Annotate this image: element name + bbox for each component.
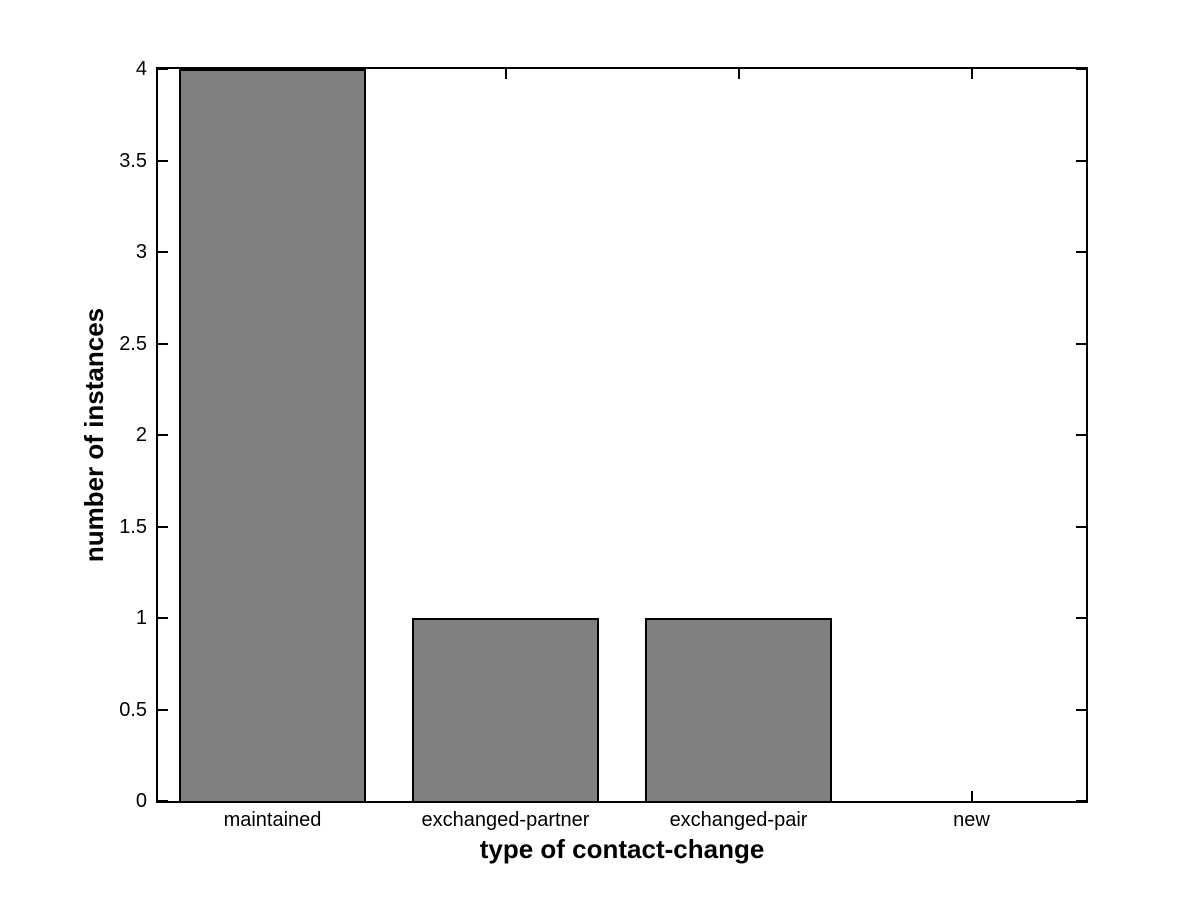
y-tick-right bbox=[1076, 159, 1086, 162]
y-tick-right bbox=[1076, 617, 1086, 619]
y-tick-left bbox=[158, 800, 168, 802]
y-tick-left bbox=[158, 342, 168, 345]
y-tick-label: 4 bbox=[135, 58, 147, 80]
y-tick-right bbox=[1076, 68, 1086, 70]
y-tick-left bbox=[158, 708, 168, 711]
y-tick-right bbox=[1076, 800, 1086, 802]
y-tick-right bbox=[1076, 434, 1086, 436]
y-tick-right bbox=[1076, 342, 1086, 345]
y-tick-left bbox=[158, 159, 168, 162]
y-tick-left bbox=[158, 617, 168, 619]
x-tick-bottom bbox=[970, 791, 973, 801]
y-tick-label: 3 bbox=[135, 241, 147, 263]
x-category-label: new bbox=[953, 809, 990, 831]
y-tick-left bbox=[158, 434, 168, 436]
x-axis-title: type of contact-change bbox=[479, 834, 765, 864]
bar bbox=[645, 618, 832, 801]
y-tick-right bbox=[1076, 251, 1086, 253]
x-category-label: exchanged-partner bbox=[421, 809, 590, 831]
bar bbox=[179, 69, 366, 801]
bar bbox=[412, 618, 599, 801]
x-tick-top bbox=[970, 69, 973, 79]
y-tick-left bbox=[158, 68, 168, 70]
y-tick-label: 2.5 bbox=[119, 332, 147, 355]
x-tick-top bbox=[504, 69, 507, 79]
x-category-label: maintained bbox=[223, 809, 322, 831]
y-tick-left bbox=[158, 525, 168, 528]
plot-area bbox=[156, 67, 1088, 803]
y-tick-label: 3.5 bbox=[119, 149, 147, 172]
x-tick-top bbox=[737, 69, 740, 79]
y-tick-label: 1.5 bbox=[119, 515, 147, 538]
y-tick-left bbox=[158, 251, 168, 253]
y-tick-label: 2 bbox=[135, 424, 147, 446]
x-category-label: exchanged-pair bbox=[669, 809, 808, 831]
y-tick-label: 0.5 bbox=[119, 698, 147, 721]
y-tick-right bbox=[1076, 708, 1086, 711]
y-tick-label: 0 bbox=[135, 790, 147, 812]
y-tick-right bbox=[1076, 525, 1086, 528]
y-tick-label: 1 bbox=[135, 607, 147, 629]
